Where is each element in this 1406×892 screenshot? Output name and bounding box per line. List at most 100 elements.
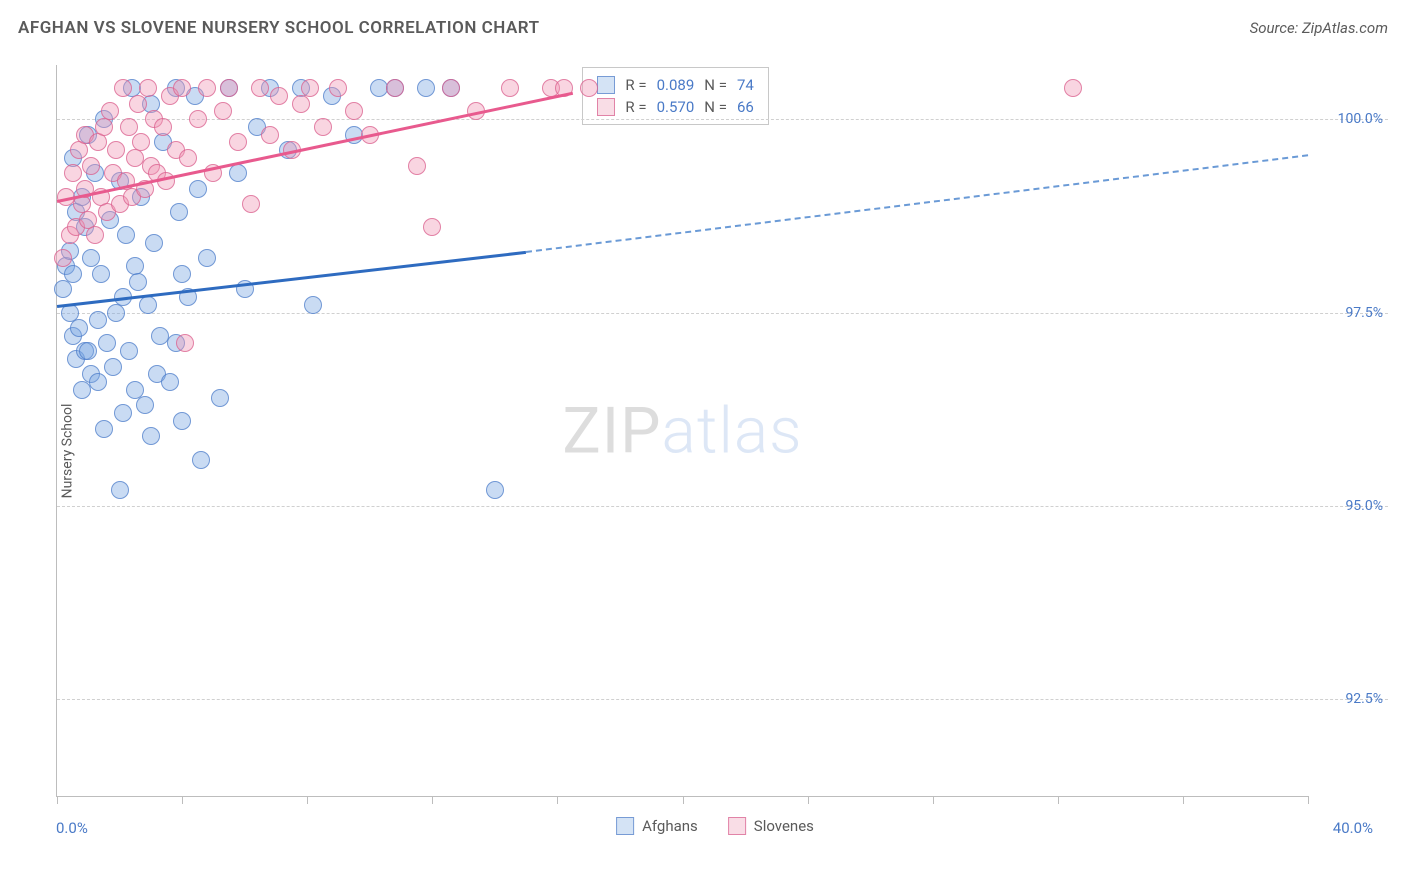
data-point [220, 79, 238, 97]
trend-line [57, 251, 526, 308]
swatch-pink-icon [597, 98, 615, 116]
data-point [170, 203, 188, 221]
stats-row-afghans: R = 0.089 N = 74 [597, 74, 753, 96]
data-point [261, 126, 279, 144]
bottom-legend: Afghans Slovenes [616, 817, 814, 835]
data-point [70, 319, 88, 337]
x-tick [683, 796, 684, 804]
plot-area: ZIPatlas R = 0.089 N = 74 R = 0.570 N = … [56, 65, 1308, 797]
data-point [442, 79, 460, 97]
data-point [101, 102, 119, 120]
data-point [176, 334, 194, 352]
data-point [111, 481, 129, 499]
swatch-blue-icon [616, 817, 634, 835]
stats-row-slovenes: R = 0.570 N = 66 [597, 96, 753, 118]
data-point [304, 296, 322, 314]
legend-label-slovenes: Slovenes [754, 817, 814, 835]
watermark: ZIPatlas [562, 393, 802, 468]
data-point [173, 412, 191, 430]
data-point [345, 102, 363, 120]
data-point [173, 79, 191, 97]
data-point [1064, 79, 1082, 97]
data-point [314, 118, 332, 136]
r-value-afghans: 0.089 [657, 76, 695, 94]
data-point [107, 141, 125, 159]
data-point [139, 296, 157, 314]
data-point [54, 280, 72, 298]
data-point [136, 396, 154, 414]
gridline [57, 506, 1388, 507]
data-point [132, 133, 150, 151]
data-point [104, 358, 122, 376]
data-point [54, 249, 72, 267]
y-tick-label: 92.5% [1345, 691, 1383, 707]
data-point [251, 79, 269, 97]
r-value-slovenes: 0.570 [657, 98, 695, 116]
x-tick [808, 796, 809, 804]
watermark-zip: ZIP [562, 393, 661, 468]
data-point [86, 226, 104, 244]
data-point [198, 249, 216, 267]
data-point [229, 133, 247, 151]
data-point [486, 481, 504, 499]
x-tick [1058, 796, 1059, 804]
swatch-blue-icon [597, 76, 615, 94]
data-point [98, 334, 116, 352]
data-point [117, 226, 135, 244]
chart-title: AFGHAN VS SLOVENE NURSERY SCHOOL CORRELA… [18, 18, 540, 38]
data-point [386, 79, 404, 97]
data-point [89, 133, 107, 151]
swatch-pink-icon [728, 817, 746, 835]
data-point [292, 95, 310, 113]
data-point [501, 79, 519, 97]
data-point [242, 195, 260, 213]
data-point [408, 157, 426, 175]
y-tick-label: 95.0% [1345, 498, 1383, 514]
legend-label-afghans: Afghans [642, 817, 698, 835]
stats-legend-box: R = 0.089 N = 74 R = 0.570 N = 66 [582, 67, 768, 125]
data-point [114, 79, 132, 97]
r-label: R = [625, 76, 646, 94]
data-point [89, 311, 107, 329]
data-point [129, 273, 147, 291]
data-point [229, 164, 247, 182]
n-label: N = [704, 98, 727, 116]
data-point [179, 149, 197, 167]
x-tick [57, 796, 58, 804]
gridline [57, 313, 1388, 314]
data-point [154, 118, 172, 136]
data-point [89, 373, 107, 391]
y-tick-label: 97.5% [1345, 305, 1383, 321]
data-point [79, 342, 97, 360]
x-tick [1308, 796, 1309, 804]
data-point [95, 118, 113, 136]
data-point [120, 342, 138, 360]
data-point [198, 79, 216, 97]
x-tick [1183, 796, 1184, 804]
x-tick [933, 796, 934, 804]
data-point [92, 265, 110, 283]
legend-item-slovenes: Slovenes [728, 817, 814, 835]
source-label: Source: ZipAtlas.com [1250, 19, 1388, 37]
data-point [120, 118, 138, 136]
data-point [142, 427, 160, 445]
data-point [129, 95, 147, 113]
trend-line [526, 154, 1308, 253]
r-label: R = [625, 98, 646, 116]
data-point [114, 404, 132, 422]
legend-item-afghans: Afghans [616, 817, 698, 835]
data-point [145, 234, 163, 252]
n-value-slovenes: 66 [737, 98, 754, 116]
data-point [189, 180, 207, 198]
data-point [580, 79, 598, 97]
chart-container: Nursery School ZIPatlas R = 0.089 N = 74… [42, 55, 1388, 847]
data-point [173, 265, 191, 283]
data-point [95, 420, 113, 438]
data-point [417, 79, 435, 97]
x-tick [557, 796, 558, 804]
gridline [57, 699, 1388, 700]
data-point [139, 79, 157, 97]
data-point [82, 157, 100, 175]
data-point [329, 79, 347, 97]
data-point [161, 373, 179, 391]
